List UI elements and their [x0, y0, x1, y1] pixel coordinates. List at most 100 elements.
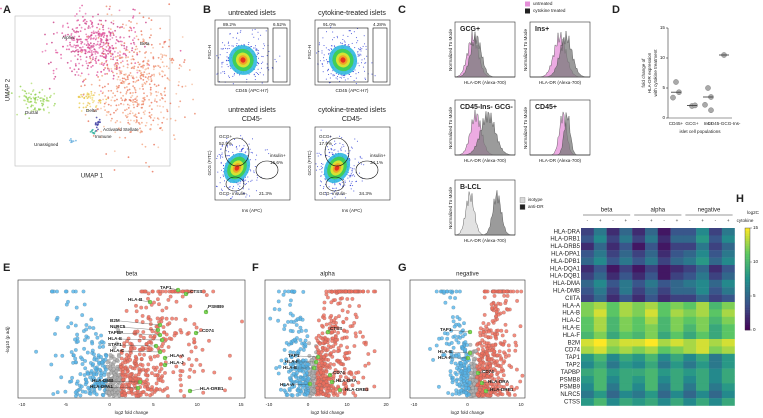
- umap-point: [100, 130, 103, 133]
- umap-point: [138, 87, 141, 90]
- umap-point: [74, 46, 77, 49]
- umap-point: [68, 48, 70, 51]
- umap-point: [136, 48, 139, 50]
- flow-event: [323, 186, 325, 188]
- gate-label: 6.52%: [273, 22, 286, 27]
- umap-point: [90, 49, 93, 52]
- umap-point: [152, 56, 155, 59]
- umap-point: [150, 123, 153, 126]
- flow-event: [361, 62, 362, 64]
- umap-point: [106, 35, 108, 38]
- umap-point: [109, 35, 112, 37]
- volcano-point: [474, 388, 478, 393]
- volcano-point: [484, 324, 488, 329]
- flow-event: [318, 44, 320, 46]
- umap-point: [117, 104, 120, 106]
- volcano-point: [361, 289, 366, 294]
- volcano-point: [515, 385, 519, 390]
- heatmap-cell: [670, 398, 684, 406]
- legend-swatch: [519, 204, 526, 210]
- volcano-point: [478, 341, 482, 346]
- umap-point: [92, 56, 94, 59]
- flow-event: [253, 170, 255, 172]
- y-axis-label: Normalized To Mode: [448, 29, 453, 71]
- flow-event: [337, 192, 339, 194]
- umap-point: [133, 37, 136, 39]
- gene-label: TAP1: [288, 353, 300, 358]
- flow-event: [261, 67, 262, 69]
- panel-label: F: [252, 262, 259, 274]
- umap-point: [38, 109, 40, 111]
- colorbar-segment: [745, 317, 750, 321]
- volcano-point: [189, 349, 194, 354]
- umap-point: [78, 106, 81, 109]
- volcano-point: [146, 296, 150, 301]
- umap-point: [150, 101, 153, 104]
- flow-event: [354, 47, 356, 49]
- umap-point: [108, 48, 110, 50]
- flow-event: [337, 150, 339, 152]
- volcano-point: [174, 316, 178, 321]
- umap-point: [112, 58, 114, 61]
- heatmap-cell: [683, 235, 697, 243]
- umap-point: [71, 38, 73, 41]
- volcano-point: [488, 335, 493, 340]
- umap-point: [157, 123, 159, 126]
- heatmap-cell: [581, 339, 594, 347]
- umap-point: [142, 88, 145, 90]
- umap-point: [103, 105, 106, 108]
- umap-point: [132, 99, 135, 101]
- umap-point: [90, 90, 93, 93]
- umap-point: [47, 100, 50, 102]
- flow-event: [215, 185, 217, 187]
- flow-event: [347, 35, 349, 37]
- umap-point: [126, 49, 129, 52]
- umap-point: [30, 82, 33, 85]
- colorbar-segment: [745, 301, 750, 305]
- volcano-point: [504, 329, 509, 334]
- flow-event: [249, 159, 251, 161]
- volcano-point: [272, 307, 277, 311]
- umap-point: [169, 102, 172, 105]
- flow-event: [224, 73, 226, 74]
- flow-event: [326, 154, 328, 156]
- legend-label: untreated: [533, 1, 553, 6]
- volcano-point: [366, 289, 370, 294]
- volcano-point: [85, 350, 90, 355]
- heatmap-cell: [593, 361, 607, 369]
- umap-point: [135, 35, 138, 38]
- volcano-point: [140, 314, 145, 318]
- heatmap-cell: [593, 257, 607, 266]
- flow-event: [248, 188, 250, 190]
- heatmap-cell: [696, 250, 710, 258]
- legend-label: anti-DR: [528, 204, 544, 209]
- umap-point: [101, 34, 104, 36]
- volcano-point: [303, 342, 308, 347]
- flow-event: [231, 144, 233, 146]
- heatmap-cell: [645, 346, 658, 354]
- flow-event: [268, 69, 270, 71]
- volcano-point: [154, 381, 159, 386]
- umap-point: [166, 110, 169, 113]
- umap-point: [139, 76, 142, 78]
- heatmap-cell: [683, 376, 697, 384]
- umap-point: [99, 45, 102, 48]
- umap-point: [129, 119, 132, 122]
- colorbar-segment: [745, 281, 750, 285]
- flow-event: [241, 150, 243, 152]
- umap-point: [82, 20, 85, 22]
- flow-event: [220, 72, 222, 74]
- heatmap-cell: [619, 279, 633, 288]
- heatmap-cell: [593, 242, 607, 251]
- volcano-point: [501, 373, 506, 378]
- volcano-point: [500, 392, 505, 397]
- volcano-point: [479, 360, 484, 365]
- heatmap-cell: [670, 287, 684, 295]
- umap-point: [98, 84, 101, 87]
- volcano-point: [50, 289, 54, 294]
- umap-point: [112, 20, 115, 22]
- flow-event: [349, 176, 351, 178]
- heatmap-cell: [632, 361, 646, 369]
- flow-event: [223, 164, 224, 166]
- umap-point: [153, 117, 156, 119]
